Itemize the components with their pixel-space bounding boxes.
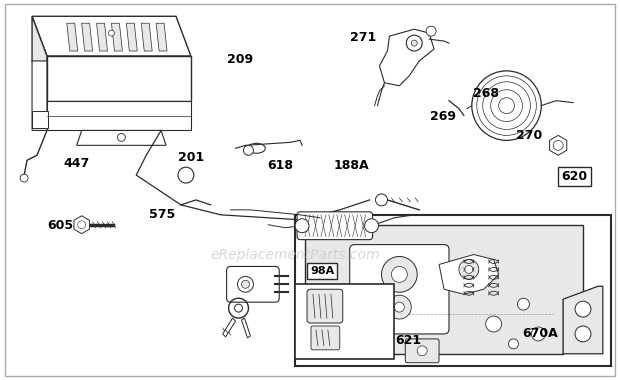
FancyBboxPatch shape xyxy=(32,111,48,128)
Circle shape xyxy=(518,298,529,310)
FancyBboxPatch shape xyxy=(307,289,343,323)
Polygon shape xyxy=(47,56,191,101)
Polygon shape xyxy=(47,101,191,130)
Polygon shape xyxy=(305,225,583,354)
Text: 670A: 670A xyxy=(522,327,558,340)
Circle shape xyxy=(406,35,422,51)
Text: 201: 201 xyxy=(178,152,204,165)
Polygon shape xyxy=(32,16,47,101)
Circle shape xyxy=(508,339,518,349)
Circle shape xyxy=(381,256,417,292)
Polygon shape xyxy=(563,286,603,354)
Circle shape xyxy=(376,194,388,206)
Text: 188A: 188A xyxy=(334,159,369,172)
Polygon shape xyxy=(67,23,78,51)
Text: 98A: 98A xyxy=(310,266,334,276)
Polygon shape xyxy=(156,23,167,51)
Circle shape xyxy=(388,295,411,319)
Polygon shape xyxy=(97,23,107,51)
Text: 575: 575 xyxy=(149,208,175,221)
Circle shape xyxy=(244,145,254,155)
Circle shape xyxy=(485,316,502,332)
Circle shape xyxy=(575,301,591,317)
Circle shape xyxy=(553,140,563,150)
Circle shape xyxy=(365,219,378,233)
Circle shape xyxy=(242,280,249,288)
Circle shape xyxy=(394,302,404,312)
Polygon shape xyxy=(126,23,137,51)
Circle shape xyxy=(465,266,473,273)
FancyBboxPatch shape xyxy=(5,4,615,376)
Circle shape xyxy=(575,326,591,342)
Text: 605: 605 xyxy=(47,219,73,232)
FancyBboxPatch shape xyxy=(350,245,449,334)
FancyBboxPatch shape xyxy=(297,212,373,240)
Polygon shape xyxy=(77,130,166,145)
Polygon shape xyxy=(439,255,498,294)
Circle shape xyxy=(459,260,479,279)
Polygon shape xyxy=(242,318,250,338)
Circle shape xyxy=(108,30,115,36)
Text: 621: 621 xyxy=(395,334,421,347)
Circle shape xyxy=(391,266,407,282)
Circle shape xyxy=(78,221,86,229)
Circle shape xyxy=(426,26,436,36)
FancyBboxPatch shape xyxy=(295,284,394,359)
Polygon shape xyxy=(32,16,191,56)
Text: 268: 268 xyxy=(473,87,499,100)
Circle shape xyxy=(295,219,309,233)
Polygon shape xyxy=(223,318,236,337)
Polygon shape xyxy=(141,23,152,51)
Polygon shape xyxy=(32,61,57,130)
Text: 271: 271 xyxy=(350,31,376,44)
FancyBboxPatch shape xyxy=(405,339,439,363)
Polygon shape xyxy=(82,23,92,51)
Polygon shape xyxy=(379,29,434,86)
Circle shape xyxy=(411,40,417,46)
FancyBboxPatch shape xyxy=(295,215,611,366)
Circle shape xyxy=(531,327,545,341)
Text: 270: 270 xyxy=(516,129,542,142)
Circle shape xyxy=(178,167,194,183)
Circle shape xyxy=(237,276,254,292)
Text: 269: 269 xyxy=(430,110,456,123)
Circle shape xyxy=(417,346,427,356)
Text: eReplacementParts.com: eReplacementParts.com xyxy=(210,247,380,261)
Circle shape xyxy=(117,133,125,141)
Circle shape xyxy=(20,174,28,182)
Text: 620: 620 xyxy=(562,170,588,183)
FancyBboxPatch shape xyxy=(311,326,340,350)
Text: 209: 209 xyxy=(227,53,253,66)
Polygon shape xyxy=(112,23,122,51)
FancyBboxPatch shape xyxy=(227,266,279,302)
Text: 447: 447 xyxy=(64,157,90,170)
Circle shape xyxy=(472,71,541,140)
Text: 618: 618 xyxy=(267,159,293,172)
